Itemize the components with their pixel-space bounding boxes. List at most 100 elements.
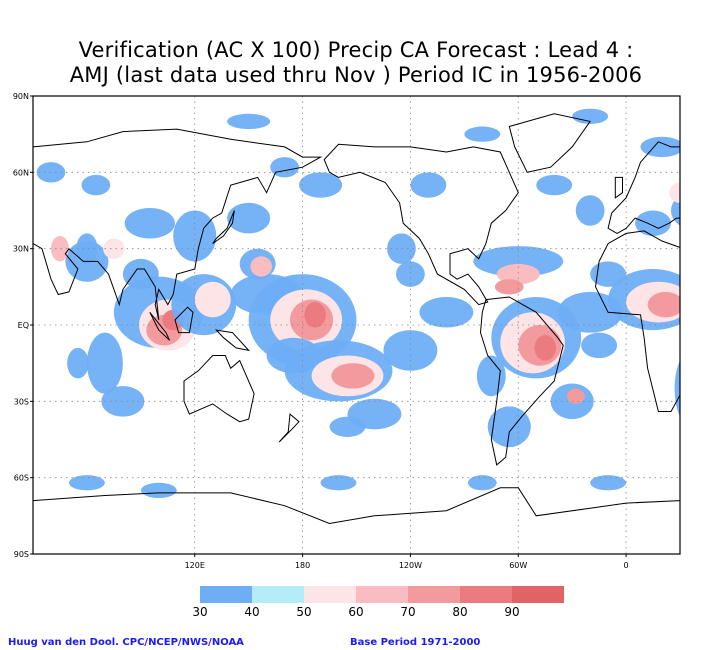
correlation-patch [124,207,175,239]
correlation-patch [304,302,326,328]
sumatra-outline [149,311,171,341]
correlation-patch [487,406,531,448]
correlation-patch [566,388,585,404]
correlation-patch [173,210,217,262]
correlation-patch [575,195,605,226]
correlation-patch [590,261,627,287]
correlation-patch [331,363,375,389]
lat-label: 30N [13,245,29,254]
correlation-patch [640,136,680,158]
correlation-patch [572,108,609,124]
correlation-patch [410,172,447,198]
correlation-patch [635,210,672,236]
europe-outline [607,141,680,234]
colorbar-swatch [512,586,564,603]
correlation-patch [707,475,712,490]
correlation-patch [67,347,89,379]
correlation-patch [467,475,497,491]
asia-outline [33,128,323,321]
correlation-patch [464,126,501,142]
uk-outline [614,176,623,199]
colorbar-tick-label: 30 [192,605,207,619]
latitude-labels: 90N 60N 30N EQ 30S 60S 90S [13,92,33,559]
colorbar-swatch [356,586,408,603]
new-zealand-outline [278,413,300,443]
antarctica-outline [33,487,680,554]
correlation-patch [320,475,357,491]
correlation-patch [194,281,231,318]
borneo-outline [174,306,194,334]
correlation-patch [419,297,474,328]
lat-label: 60N [13,168,29,177]
colorbar: 30 40 50 60 70 80 90 [192,586,564,619]
lat-lon-grid [33,96,680,554]
south-america-outline [479,296,564,466]
correlation-patch [50,235,69,262]
correlation-patch [647,291,680,318]
correlation-patch [674,360,680,417]
correlation-patch [476,355,506,397]
africa-outline [594,230,680,412]
correlation-patch [76,233,98,264]
north-america-outline [323,143,519,306]
lat-label: 90S [14,550,29,559]
colorbar-tick-label: 70 [400,605,415,619]
colorbar-tick-label: 40 [244,605,259,619]
colorbar-swatch [252,586,304,603]
correlation-patch [81,174,111,196]
lat-label: 90N [13,92,29,101]
coastline-outline [33,113,712,554]
lon-label: 60W [509,561,527,570]
correlation-patch [494,279,524,295]
correlation-patch [534,335,556,361]
correlation-shading-layer [36,108,712,499]
correlation-patch [669,182,680,203]
greenland-outline [508,113,591,173]
correlation-patch [140,482,177,499]
correlation-patch [101,386,145,417]
colorbar-swatch [200,586,252,603]
madagascar-outline [703,358,712,389]
colorbar-tick-label: 90 [504,605,519,619]
lon-label: 120E [185,561,205,570]
colorbar-tick-label: 80 [452,605,467,619]
chart-title-line-2: AMJ (last data used thru Nov ) Period IC… [69,63,643,87]
lat-label: EQ [18,321,29,330]
correlation-patch [298,172,343,198]
colorbar-tick-label: 60 [348,605,363,619]
chart-title-line-1: Verification (AC X 100) Precip CA Foreca… [78,38,634,62]
correlation-patch [329,416,366,437]
correlation-patch [694,414,712,465]
correlation-patch [396,261,425,287]
colorbar-swatch [408,586,460,603]
lat-label: 60S [14,474,29,483]
correlation-patch [581,332,618,359]
lon-label: 120W [399,561,422,570]
correlation-patch [698,208,712,239]
longitude-labels: 120E180120W60W060E [185,554,629,570]
correlation-patch [250,256,273,277]
lon-label: 0 [624,561,629,570]
correlation-patch [227,202,271,234]
colorbar-tick-label: 50 [296,605,311,619]
correlation-patch [68,475,105,491]
correlation-patch [86,332,123,394]
correlation-patch [266,337,321,374]
lat-label: 30S [14,397,29,406]
correlation-patch [689,294,712,355]
colorbar-swatch [304,586,356,603]
colorbar-swatch [460,586,512,603]
correlation-patch [557,291,623,333]
correlation-patch [387,233,416,264]
correlation-patch [103,238,125,259]
japan-outline [212,210,235,245]
new-guinea-outline [214,329,251,352]
correlation-patch [590,475,627,491]
correlation-patch [536,174,573,196]
correlation-patch [122,258,159,290]
correlation-patch [227,113,271,130]
lon-label: 180 [295,561,310,570]
base-period-text: Base Period 1971-2000 [350,637,481,648]
correlation-patch [496,263,540,285]
